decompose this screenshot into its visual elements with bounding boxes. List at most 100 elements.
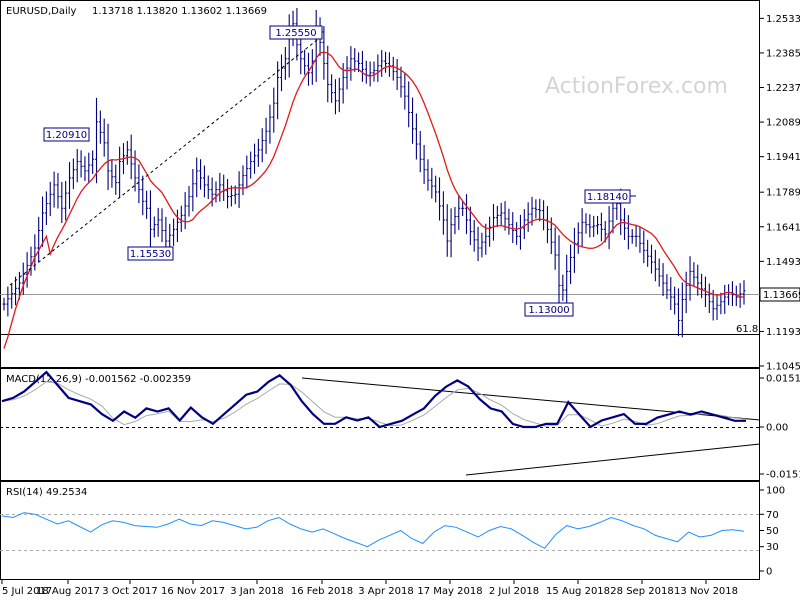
price-bar [137,164,141,204]
price-bar [665,274,669,299]
date-tick-label: 2 Jul 2018 [489,586,539,597]
price-tick-label: 1.19410 [766,152,800,163]
price-bar [187,186,191,217]
price-bar [661,263,665,296]
price-bar [511,212,515,244]
price-bar [310,49,314,85]
rsi-tick-label: 0 [766,567,772,578]
price-bar [237,171,241,208]
macd-series [1,370,747,429]
label-120910: 1.20910 [43,127,90,142]
price-bar [515,222,519,245]
rsi-tick-label: 100 [766,486,785,497]
price-bar [37,216,41,262]
macd-label: MACD(12,26,9) -0.001562 -0.002359 [6,374,191,385]
price-bar [538,198,542,222]
label-low-113000: 1.13000 [524,302,574,317]
price-bar [742,280,746,305]
rsi-series [1,512,745,549]
price-bar [522,209,526,240]
price-bar [407,81,411,128]
price-bar [272,87,276,133]
price-bar [453,206,457,235]
price-bar [657,258,661,287]
price-bar [673,286,677,315]
date-tick-label: 18 Aug 2017 [36,586,100,597]
price-bar [326,45,330,103]
price-tick-label: 1.16410 [766,222,800,233]
price-bar [403,73,407,110]
price-bar [245,155,249,189]
price-bar [172,218,176,246]
price-bar [584,213,588,234]
price-bar [233,185,237,205]
label-high-125550: 1.25550 [269,25,323,40]
price-bar [499,202,503,226]
moving-average [3,51,745,349]
price-bar [17,271,21,300]
price-bar [98,110,102,144]
price-bar [102,118,106,157]
price-bar [692,262,696,287]
rsi-tick-label: 30 [766,542,779,553]
svg-text:1.15530: 1.15530 [130,249,171,260]
price-bar [669,277,673,311]
price-bar [52,171,56,208]
price-bar [719,292,723,315]
price-bar [426,159,430,191]
price-bar [264,117,268,154]
macd-tick-label: -0.015126 [766,470,800,481]
watermark: ActionForex.com [545,74,728,99]
macd-tick-label: 0.015178 [766,374,800,385]
price-tick-label: 1.23850 [766,48,800,59]
price-bar [253,143,257,174]
price-bar [395,59,399,91]
price-bar [646,239,650,267]
price-tick-label: 1.11930 [766,327,800,338]
price-bar [229,185,233,207]
price-bar [183,192,187,230]
price-bar [145,190,149,219]
svg-text:1.20910: 1.20910 [46,130,87,141]
price-bar [141,175,145,216]
price-bar [202,165,206,198]
price-bar [283,47,287,80]
price-bar [91,150,95,174]
svg-text:1.18140: 1.18140 [587,192,628,203]
price-bar [333,79,337,115]
price-bar [68,162,72,209]
price-bar [56,173,60,209]
price-bar [676,288,680,337]
price-bar [226,179,230,209]
fib-label: 61.8 [736,324,758,335]
svg-text:1.25550: 1.25550 [275,28,316,39]
price-bar [195,157,199,198]
price-bar [526,202,530,232]
annotations: 1.25550 1.20910 1.15530 1.13000 1.18140 61.8 1… [43,25,800,335]
price-bar [565,254,569,307]
price-bar [322,26,326,80]
price-bar [391,56,395,81]
price-bar [152,216,156,238]
price-bar [596,215,600,235]
price-bar [345,56,349,90]
price-bar [268,104,272,144]
price-bar [384,51,388,73]
price-bar [41,196,45,247]
price-bar [576,222,580,254]
price-bar [380,50,384,77]
price-bar [480,232,484,258]
date-tick-label: 3 Apr 2018 [358,586,413,597]
price-bar [360,50,364,82]
price-bar [156,207,160,237]
rsi-panel [0,481,760,580]
price-panel [0,0,760,368]
price-bar [160,208,164,243]
price-tick-label: 1.25330 [766,14,800,25]
price-bar [507,208,511,235]
price-bar [457,194,461,230]
price-bar [10,283,14,309]
price-bar [472,219,476,252]
price-bar [75,149,79,183]
macd-panel [0,368,760,481]
